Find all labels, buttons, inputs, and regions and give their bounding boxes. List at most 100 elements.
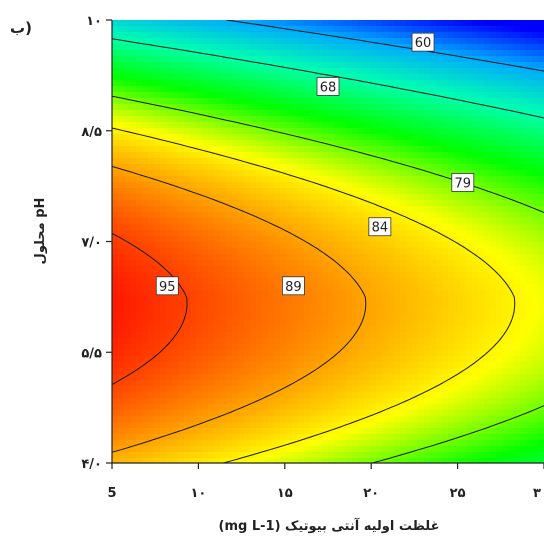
heat-cell [382, 56, 389, 63]
heat-cell [226, 410, 233, 417]
heat-cell [190, 218, 197, 225]
heat-cell [214, 458, 221, 463]
heat-cell [292, 254, 299, 261]
heat-cell [334, 212, 341, 219]
heat-cell [322, 458, 329, 463]
heat-cell [184, 134, 191, 141]
heat-cell [160, 158, 167, 165]
heat-cell [436, 416, 443, 423]
heat-cell [478, 320, 485, 327]
heat-cell [262, 188, 269, 195]
heat-cell [214, 62, 221, 69]
heat-cell [322, 98, 329, 105]
heat-cell [304, 350, 311, 357]
heat-cell [124, 122, 131, 129]
heat-cell [382, 332, 389, 339]
heat-cell [424, 302, 431, 309]
heat-cell [334, 62, 341, 69]
heat-cell [310, 116, 317, 123]
heat-cell [376, 284, 383, 291]
heat-cell [424, 194, 431, 201]
heat-cell [478, 44, 485, 51]
heat-cell [208, 152, 215, 159]
heat-cell [184, 26, 191, 33]
heat-cell [400, 278, 407, 285]
heat-cell [322, 374, 329, 381]
heat-cell [436, 410, 443, 417]
heat-cell [172, 38, 179, 45]
heat-cell [286, 332, 293, 339]
heat-cell [244, 26, 251, 33]
heat-cell [490, 140, 497, 147]
heat-cell [322, 230, 329, 237]
heat-cell [490, 296, 497, 303]
heat-cell [370, 284, 377, 291]
heat-cell [160, 452, 167, 459]
heat-cell [376, 302, 383, 309]
heat-cell [412, 116, 419, 123]
heat-cell [472, 218, 479, 225]
heat-cell [472, 236, 479, 243]
heat-cell [226, 158, 233, 165]
heat-cell [484, 278, 491, 285]
heat-cell [220, 80, 227, 87]
heat-cell [484, 338, 491, 345]
heat-cell [490, 248, 497, 255]
heat-cell [304, 182, 311, 189]
heat-cell [388, 92, 395, 99]
heat-cell [430, 320, 437, 327]
heat-cell [274, 170, 281, 177]
heat-cell [262, 434, 269, 441]
heat-cell [484, 368, 491, 375]
heat-cell [466, 26, 473, 33]
heat-cell [208, 74, 215, 81]
heat-cell [118, 302, 125, 309]
heat-cell [436, 422, 443, 429]
heat-cell [274, 350, 281, 357]
heat-cell [142, 446, 149, 453]
heat-cell [334, 122, 341, 129]
heat-cell [364, 356, 371, 363]
heat-cell [406, 128, 413, 135]
heat-cell [490, 320, 497, 327]
heat-cell [298, 92, 305, 99]
heat-cell [508, 446, 515, 453]
heat-cell [400, 140, 407, 147]
heat-cell [502, 236, 509, 243]
heat-cell [460, 332, 467, 339]
heat-cell [400, 416, 407, 423]
heat-cell [328, 140, 335, 147]
heat-cell [136, 410, 143, 417]
heat-cell [208, 260, 215, 267]
heat-cell [280, 344, 287, 351]
heat-cell [448, 458, 455, 463]
heat-cell [208, 188, 215, 195]
heat-cell [184, 44, 191, 51]
heat-cell [358, 92, 365, 99]
heat-cell [166, 404, 173, 411]
heat-cell [124, 242, 131, 249]
heat-cell [160, 314, 167, 321]
heat-cell [148, 164, 155, 171]
heat-cell [148, 308, 155, 315]
heat-cell [220, 92, 227, 99]
heat-cell [388, 98, 395, 105]
heat-cell [280, 368, 287, 375]
heat-cell [118, 338, 125, 345]
heat-cell [274, 104, 281, 111]
heat-cell [454, 68, 461, 75]
heat-cell [232, 194, 239, 201]
heat-cell [322, 344, 329, 351]
heat-cell [220, 290, 227, 297]
heat-cell [166, 98, 173, 105]
heat-cell [388, 206, 395, 213]
heat-cell [154, 122, 161, 129]
heat-cell [370, 434, 377, 441]
heat-cell [382, 440, 389, 447]
heat-cell [346, 422, 353, 429]
heat-cell [382, 338, 389, 345]
heat-cell [502, 32, 509, 39]
heat-cell [202, 134, 209, 141]
heat-cell [136, 452, 143, 459]
heat-cell [178, 260, 185, 267]
